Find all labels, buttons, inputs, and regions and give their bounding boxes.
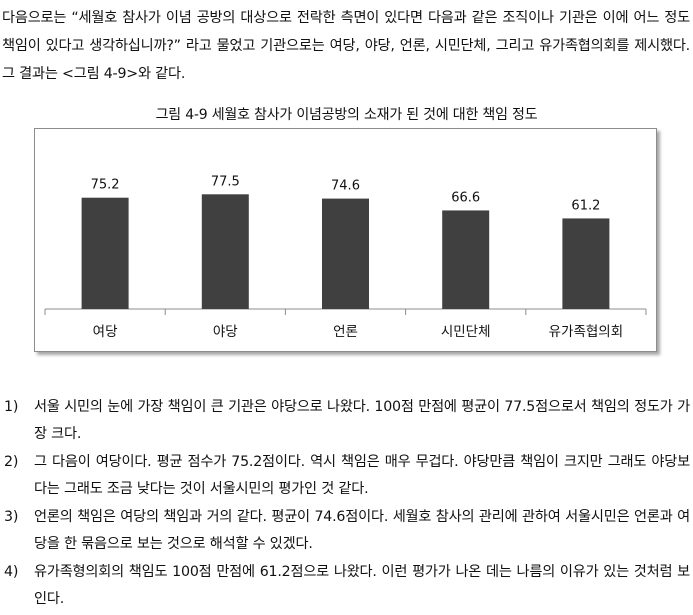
intro-text: 다음으로는 “세월호 참사가 이념 공방의 대상으로 전락한 측면이 있다면 다… (2, 10, 690, 82)
list-item-number: 3) (4, 509, 19, 525)
x-tick-label: 시민단체 (441, 324, 491, 340)
list-item-number: 4) (4, 564, 19, 580)
bar (201, 194, 249, 309)
list-item-text: 언론의 책임은 여당의 책임과 거의 같다. 평균이 74.6점이다. 세월호 … (34, 509, 690, 552)
bar (442, 210, 490, 309)
x-tick-label: 유가족협의회 (549, 324, 624, 340)
bar (562, 218, 610, 309)
findings-list: 1) 서울 시민의 눈에 가장 책임이 큰 기관은 야당으로 나왔다. 100점… (4, 394, 690, 614)
bar (81, 197, 129, 309)
bar (322, 198, 369, 309)
intro-paragraph: 다음으로는 “세월호 참사가 이념 공방의 대상으로 전락한 측면이 있다면 다… (2, 4, 690, 88)
list-item: 3) 언론의 책임은 여당의 책임과 거의 같다. 평균이 74.6점이다. 세… (4, 504, 690, 559)
figure-caption: 그림 4-9 세월호 참사가 이념공방의 소재가 된 것에 대한 책임 정도 (155, 107, 538, 123)
list-item-number: 1) (4, 399, 19, 415)
list-item: 4) 유가족형의회의 책임도 100점 만점에 61.2점으로 나왔다. 이런 … (4, 559, 690, 614)
bar-chart: 75.2 여당 77.5 야당 74.6 언론 66.6 시민단체 61.2 유가족협의회 (34, 128, 657, 352)
list-item: 2) 그 다음이 여당이다. 평균 점수가 75.2점이다. 역시 책임은 매우… (4, 449, 690, 504)
list-item-text: 서울 시민의 눈에 가장 책임이 큰 기관은 야당으로 나왔다. 100점 만점… (34, 399, 690, 442)
x-tick-label: 여당 (93, 324, 118, 340)
x-tick-label: 언론 (333, 324, 358, 340)
bar-chart-svg: 75.2 여당 77.5 야당 74.6 언론 66.6 시민단체 61.2 유가족협의회 (44, 174, 647, 340)
bar-value-label: 75.2 (91, 178, 120, 193)
list-item-text: 그 다음이 여당이다. 평균 점수가 75.2점이다. 역시 책임은 매우 무겁… (34, 454, 690, 497)
list-item: 1) 서울 시민의 눈에 가장 책임이 큰 기관은 야당으로 나왔다. 100점… (4, 394, 690, 449)
list-item-text: 유가족형의회의 책임도 100점 만점에 61.2점으로 나왔다. 이런 평가가… (34, 564, 690, 607)
bar-value-label: 66.6 (451, 190, 480, 205)
bar-value-label: 61.2 (571, 198, 600, 213)
bar-value-label: 77.5 (211, 174, 240, 189)
bar-value-label: 74.6 (331, 179, 360, 194)
x-tick-label: 야당 (213, 324, 238, 340)
list-item-number: 2) (4, 454, 19, 470)
